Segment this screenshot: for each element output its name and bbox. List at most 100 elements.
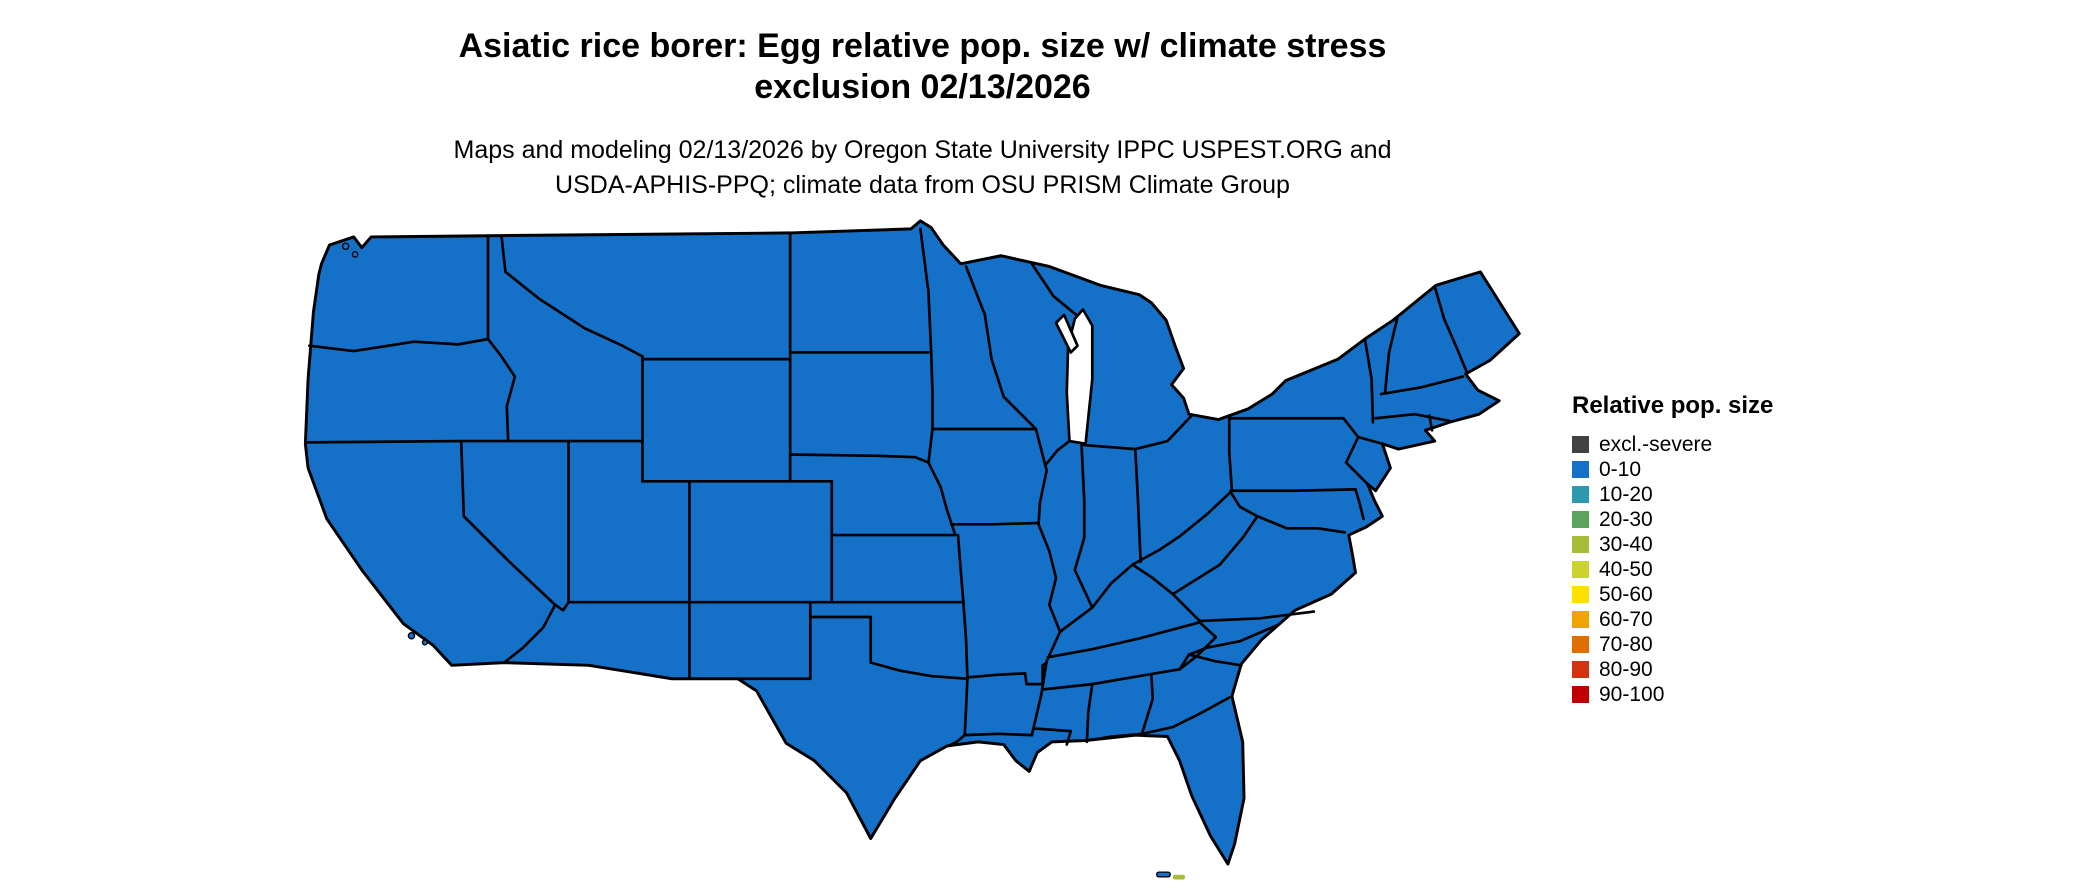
page-subtitle: Maps and modeling 02/13/2026 by Oregon S… [0, 133, 1845, 204]
legend-color-swatch [1572, 536, 1589, 553]
state-border [1043, 439, 1071, 467]
florida-keys-east [1172, 874, 1185, 880]
us-map [300, 218, 1522, 883]
legend-row: 60-70 [1572, 607, 1773, 632]
state-border [1363, 337, 1375, 424]
legend-label: 70-80 [1599, 633, 1653, 656]
legend-items: excl.-severe 0-10 10-20 20-30 30-40 40-5… [1572, 432, 1773, 707]
legend-color-swatch [1572, 586, 1589, 603]
legend-row: 50-60 [1572, 582, 1773, 607]
state-border [1383, 317, 1399, 395]
legend-label: 60-70 [1599, 608, 1653, 631]
legend: Relative pop. size excl.-severe 0-10 10-… [1572, 392, 1773, 707]
legend-color-swatch [1572, 511, 1589, 528]
state-border [963, 677, 969, 737]
state-border [927, 427, 934, 464]
state-border [1356, 435, 1384, 446]
state-border [1030, 262, 1078, 317]
us-map-svg [303, 219, 1521, 880]
legend-label: 40-50 [1599, 558, 1653, 581]
state-border [1433, 285, 1469, 374]
state-border [1178, 653, 1191, 671]
state-border [808, 615, 969, 681]
legend-color-swatch [1572, 486, 1589, 503]
state-border [1256, 514, 1347, 534]
state-border [308, 337, 490, 353]
state-border [1379, 375, 1465, 396]
state-border [1227, 414, 1234, 493]
state-border [1031, 727, 1073, 746]
legend-row: 70-80 [1572, 632, 1773, 657]
state-border [500, 234, 644, 358]
state-border [1140, 673, 1155, 736]
legend-label: excl.-severe [1599, 433, 1713, 456]
channel-island [407, 632, 416, 640]
state-border [1171, 592, 1202, 623]
state-border [553, 600, 570, 612]
islands [341, 242, 1185, 880]
legend-row: 30-40 [1572, 532, 1773, 557]
state-border [1187, 623, 1279, 656]
page-subtitle-line1: Maps and modeling 02/13/2026 by Oregon S… [453, 135, 1392, 164]
state-border [947, 733, 967, 748]
puget-sound-island [351, 251, 359, 258]
legend-row: 0-10 [1572, 457, 1773, 482]
legend-row: 80-90 [1572, 657, 1773, 682]
state-border [304, 439, 644, 444]
state-border [966, 661, 1048, 686]
state-border [1428, 414, 1434, 432]
state-border [963, 732, 1034, 737]
state-border [1229, 488, 1357, 493]
state-border [1058, 489, 1234, 634]
legend-row: 10-20 [1572, 482, 1773, 507]
legend-color-swatch [1572, 661, 1589, 678]
page-title: Asiatic rice borer: Egg relative pop. si… [0, 26, 1845, 109]
legend-row: excl.-severe [1572, 432, 1773, 457]
state-border [1131, 563, 1175, 596]
legend-label: 80-90 [1599, 658, 1653, 681]
state-border [486, 337, 517, 443]
legend-label: 30-40 [1599, 533, 1653, 556]
state-border [949, 521, 1040, 526]
state-border [459, 439, 557, 607]
title-block: Asiatic rice borer: Egg relative pop. si… [0, 26, 1845, 204]
state-border [1085, 682, 1094, 744]
state-border [788, 453, 930, 464]
state-border [1140, 696, 1231, 736]
legend-color-swatch [1572, 461, 1589, 478]
state-border [919, 227, 934, 431]
state-border [1046, 621, 1202, 659]
legend-label: 90-100 [1599, 683, 1665, 706]
state-border [1085, 732, 1144, 742]
green-bay [1054, 313, 1079, 354]
legend-label: 20-30 [1599, 508, 1653, 531]
state-border [1354, 488, 1365, 521]
legend-label: 0-10 [1599, 458, 1642, 481]
page-title-line1: Asiatic rice borer: Egg relative pop. si… [458, 27, 1387, 65]
legend-row: 20-30 [1572, 507, 1773, 532]
legend-row: 90-100 [1572, 682, 1773, 707]
legend-color-swatch [1572, 561, 1589, 578]
legend-color-swatch [1572, 686, 1589, 703]
channel-island [421, 639, 428, 646]
legend-label: 10-20 [1599, 483, 1653, 506]
legend-color-swatch [1572, 611, 1589, 628]
state-border [1171, 514, 1259, 596]
state-border [736, 600, 812, 681]
us-map-states [303, 219, 1521, 866]
state-border [962, 600, 969, 679]
legend-label: 50-60 [1599, 583, 1653, 606]
page-title-line2: exclusion 02/13/2026 [754, 68, 1091, 107]
state-border [1374, 412, 1451, 423]
state-borders [304, 227, 1469, 748]
puget-sound-island [341, 242, 350, 251]
legend-color-swatch [1572, 436, 1589, 453]
legend-title: Relative pop. size [1572, 392, 1774, 419]
legend-row: 40-50 [1572, 557, 1773, 582]
state-border [1041, 668, 1181, 691]
state-border [502, 603, 557, 664]
page-subtitle-line2: USDA-APHIS-PPQ; climate data from OSU PR… [555, 171, 1290, 200]
state-border [1187, 653, 1243, 667]
state-border [1229, 490, 1259, 518]
